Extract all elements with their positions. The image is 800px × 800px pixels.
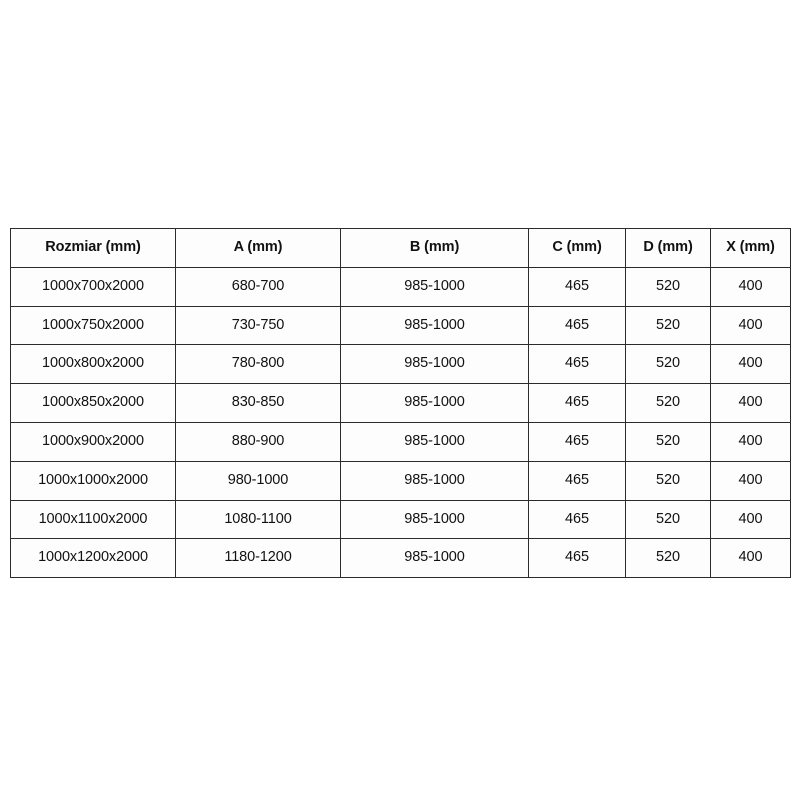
cell-x: 400 <box>710 499 791 540</box>
cell-a: 730-750 <box>175 305 341 346</box>
cell-a: 880-900 <box>175 421 341 462</box>
cell-c: 465 <box>528 538 626 579</box>
cell-c: 465 <box>528 344 626 385</box>
table-header: Rozmiar (mm) A (mm) B (mm) C (mm) D (mm)… <box>10 228 791 268</box>
cell-x: 400 <box>710 266 791 307</box>
table-row: 1000x1200x2000 1180-1200 985-1000 465 52… <box>10 538 791 579</box>
cell-size: 1000x750x2000 <box>10 305 176 346</box>
cell-d: 520 <box>625 421 711 462</box>
cell-x: 400 <box>710 421 791 462</box>
table-row: 1000x750x2000 730-750 985-1000 465 520 4… <box>10 305 791 346</box>
cell-a: 1180-1200 <box>175 538 341 579</box>
cell-c: 465 <box>528 499 626 540</box>
cell-x: 400 <box>710 383 791 423</box>
cell-d: 520 <box>625 344 711 385</box>
cell-a: 830-850 <box>175 383 341 423</box>
table-body: 1000x700x2000 680-700 985-1000 465 520 4… <box>10 266 791 579</box>
cell-b: 985-1000 <box>340 460 529 501</box>
cell-c: 465 <box>528 266 626 307</box>
cell-d: 520 <box>625 266 711 307</box>
cell-b: 985-1000 <box>340 421 529 462</box>
column-header-d: D (mm) <box>625 228 711 268</box>
specification-table: Rozmiar (mm) A (mm) B (mm) C (mm) D (mm)… <box>10 228 791 579</box>
cell-size: 1000x1100x2000 <box>10 499 176 540</box>
table-row: 1000x1100x2000 1080-1100 985-1000 465 52… <box>10 499 791 540</box>
table-row: 1000x700x2000 680-700 985-1000 465 520 4… <box>10 266 791 307</box>
cell-x: 400 <box>710 305 791 346</box>
cell-c: 465 <box>528 383 626 423</box>
cell-size: 1000x700x2000 <box>10 266 176 307</box>
cell-c: 465 <box>528 421 626 462</box>
cell-b: 985-1000 <box>340 499 529 540</box>
cell-a: 780-800 <box>175 344 341 385</box>
column-header-size: Rozmiar (mm) <box>10 228 176 268</box>
cell-x: 400 <box>710 460 791 501</box>
column-header-a: A (mm) <box>175 228 341 268</box>
cell-size: 1000x1200x2000 <box>10 538 176 579</box>
cell-b: 985-1000 <box>340 383 529 423</box>
table-header-row: Rozmiar (mm) A (mm) B (mm) C (mm) D (mm)… <box>10 228 791 268</box>
cell-x: 400 <box>710 344 791 385</box>
cell-a: 1080-1100 <box>175 499 341 540</box>
cell-d: 520 <box>625 305 711 346</box>
cell-c: 465 <box>528 305 626 346</box>
cell-d: 520 <box>625 538 711 579</box>
cell-x: 400 <box>710 538 791 579</box>
cell-size: 1000x850x2000 <box>10 383 176 423</box>
cell-c: 465 <box>528 460 626 501</box>
cell-size: 1000x800x2000 <box>10 344 176 385</box>
cell-d: 520 <box>625 460 711 501</box>
column-header-c: C (mm) <box>528 228 626 268</box>
specification-table-container: Rozmiar (mm) A (mm) B (mm) C (mm) D (mm)… <box>10 228 791 579</box>
table-row: 1000x850x2000 830-850 985-1000 465 520 4… <box>10 383 791 423</box>
cell-a: 980-1000 <box>175 460 341 501</box>
cell-b: 985-1000 <box>340 538 529 579</box>
table-row: 1000x1000x2000 980-1000 985-1000 465 520… <box>10 460 791 501</box>
cell-d: 520 <box>625 499 711 540</box>
cell-size: 1000x1000x2000 <box>10 460 176 501</box>
cell-a: 680-700 <box>175 266 341 307</box>
table-row: 1000x900x2000 880-900 985-1000 465 520 4… <box>10 421 791 462</box>
column-header-x: X (mm) <box>710 228 791 268</box>
cell-size: 1000x900x2000 <box>10 421 176 462</box>
cell-d: 520 <box>625 383 711 423</box>
cell-b: 985-1000 <box>340 266 529 307</box>
column-header-b: B (mm) <box>340 228 529 268</box>
cell-b: 985-1000 <box>340 305 529 346</box>
table-row: 1000x800x2000 780-800 985-1000 465 520 4… <box>10 344 791 385</box>
cell-b: 985-1000 <box>340 344 529 385</box>
